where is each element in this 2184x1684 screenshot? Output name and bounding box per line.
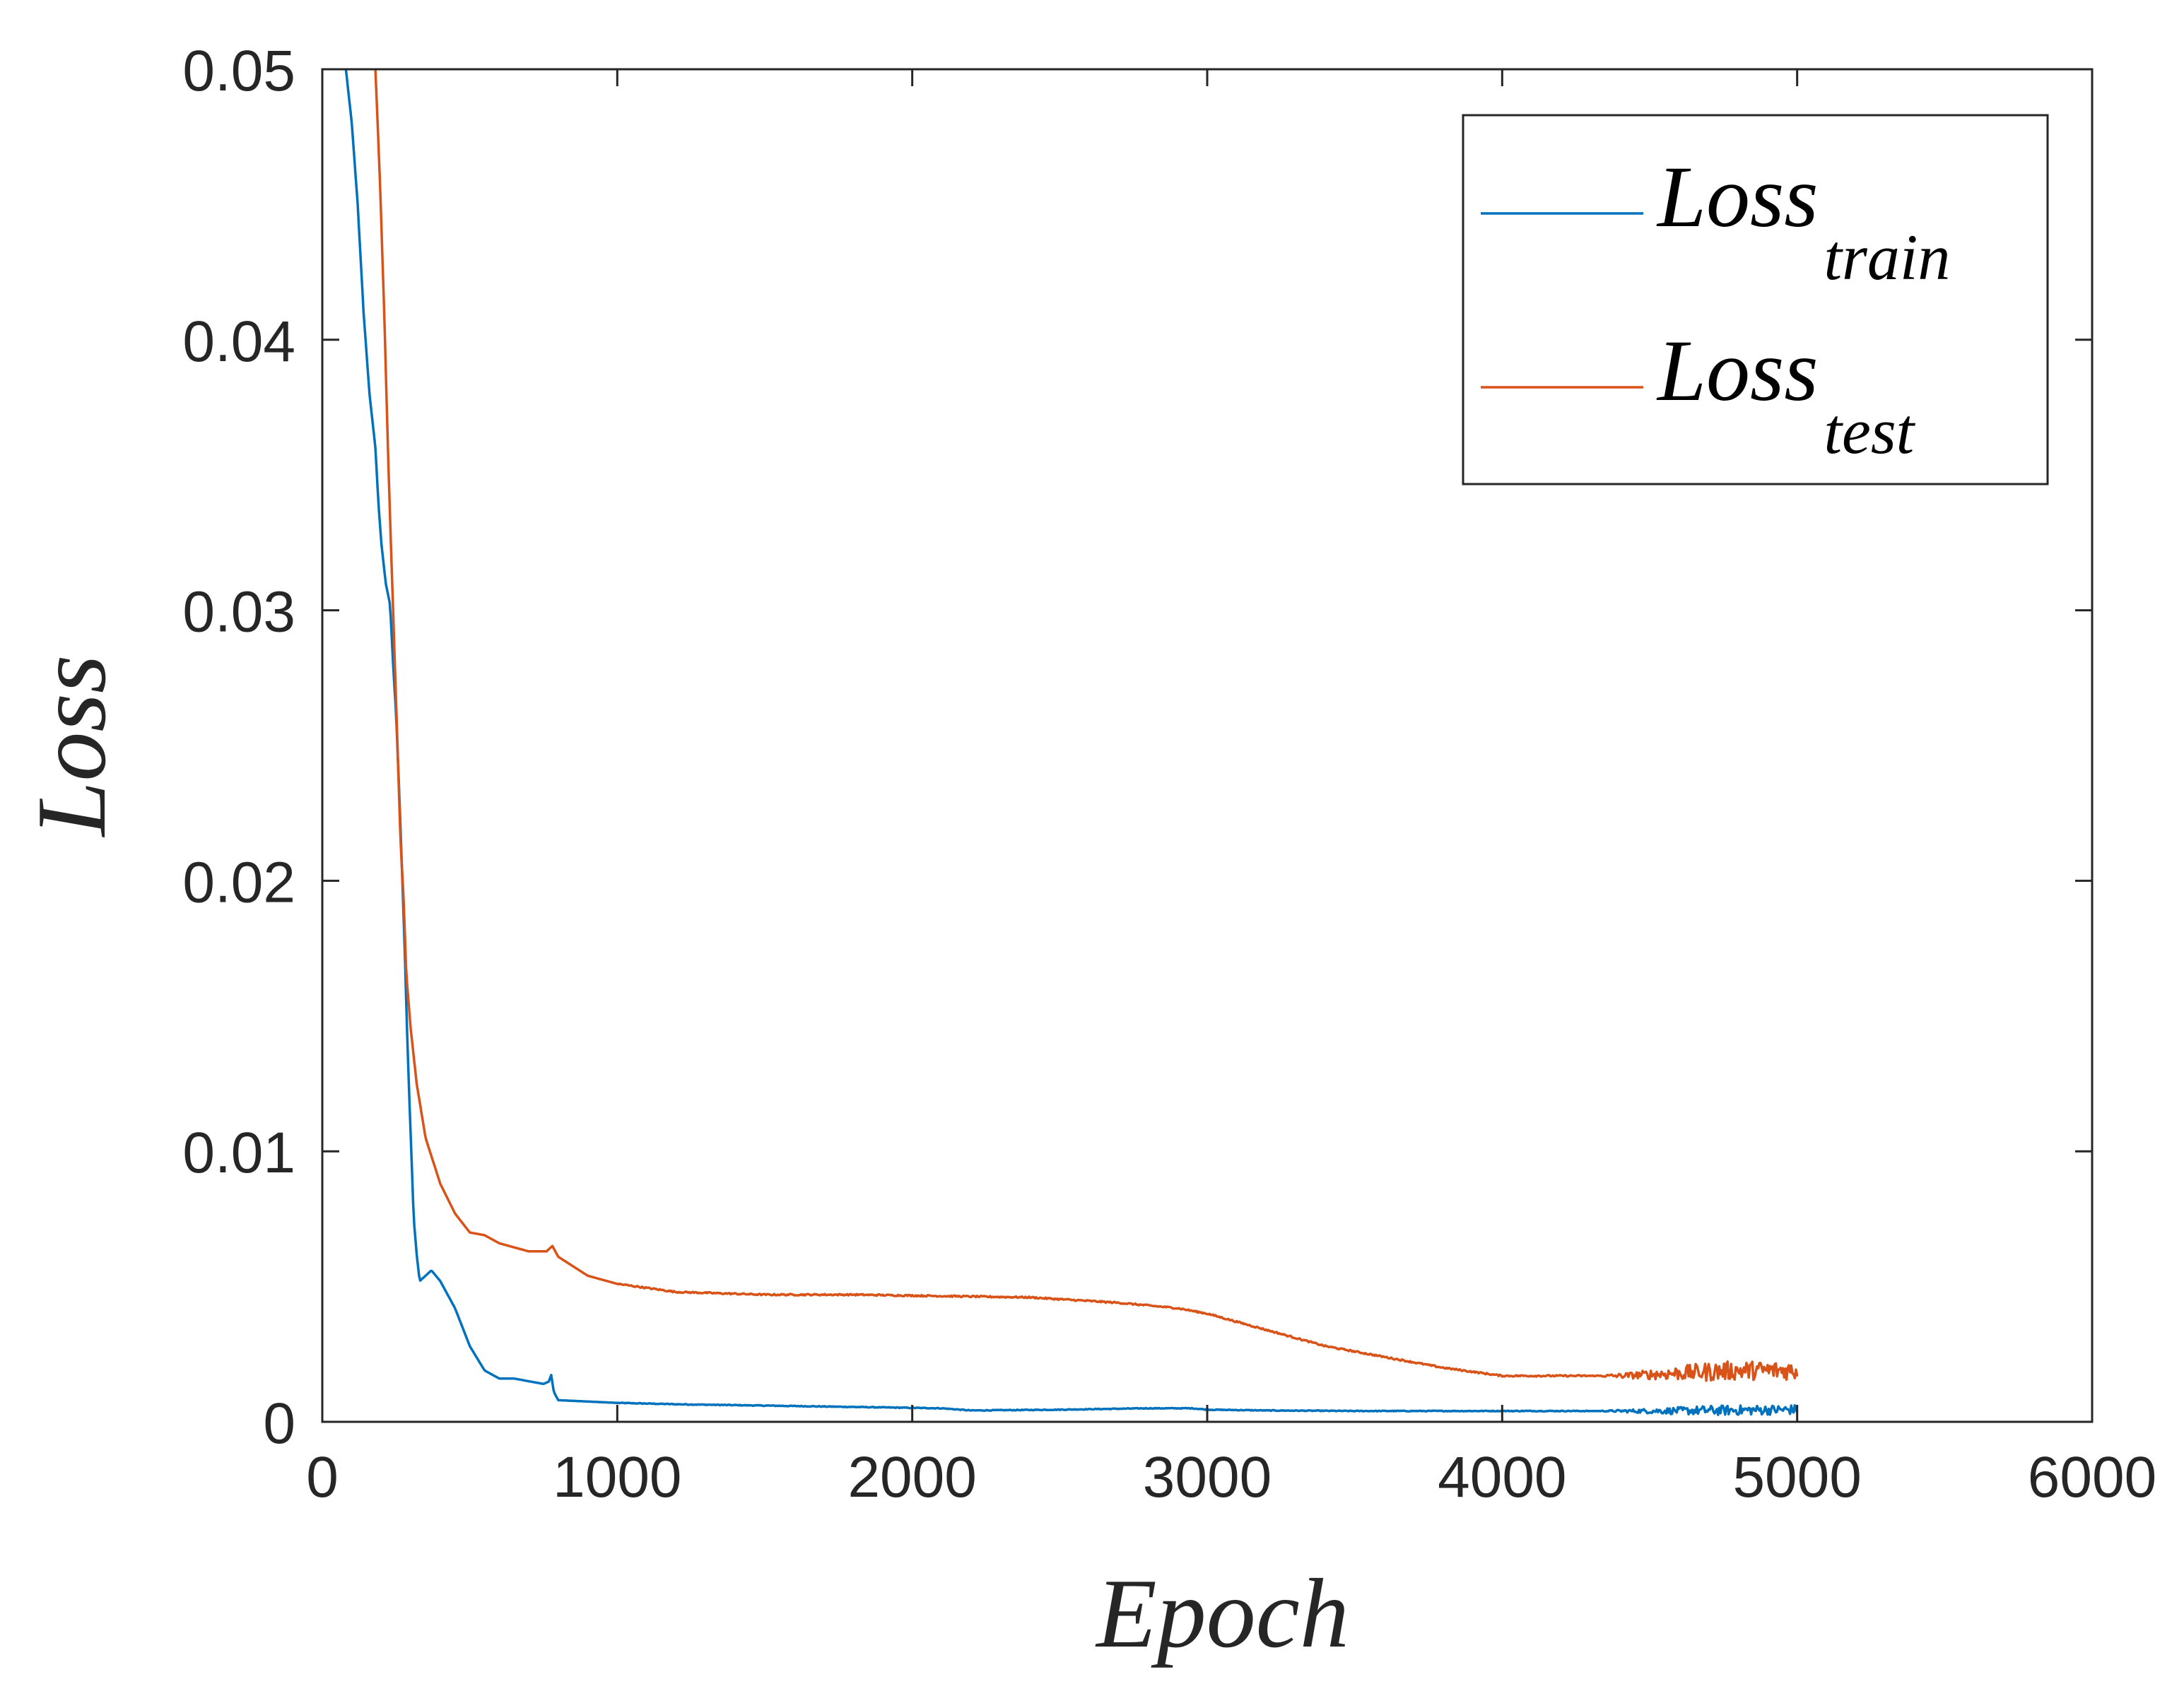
x-tick-label: 1000 bbox=[553, 1445, 681, 1509]
legend-label-train-sub: train bbox=[1824, 221, 1950, 293]
legend-label-test-sub: test bbox=[1824, 395, 1915, 467]
x-tick-label: 4000 bbox=[1438, 1445, 1566, 1509]
series-line-test bbox=[374, 69, 1799, 1382]
series-layer bbox=[344, 69, 1799, 1416]
legend-label-test-main: Loss bbox=[1656, 322, 1818, 419]
legend: Losstrain Losstest bbox=[1462, 114, 2049, 485]
x-axis-title: Epoch bbox=[1095, 1559, 1349, 1668]
x-tick-label: 2000 bbox=[847, 1445, 976, 1509]
x-tick-labels: 0 1000 2000 3000 4000 5000 6000 bbox=[306, 1445, 2156, 1509]
x-tick-label: 3000 bbox=[1143, 1445, 1272, 1509]
y-tick-labels: 0 0.01 0.02 0.03 0.04 0.05 bbox=[182, 39, 295, 1456]
x-tick-label: 0 bbox=[306, 1445, 339, 1509]
legend-label-train-main: Loss bbox=[1656, 148, 1818, 245]
y-tick-label: 0.03 bbox=[182, 580, 295, 644]
y-tick-label: 0.04 bbox=[182, 310, 295, 374]
x-tick-label: 5000 bbox=[1732, 1445, 1861, 1509]
series-line-train bbox=[344, 69, 1799, 1416]
y-tick-label: 0.01 bbox=[182, 1121, 295, 1185]
x-tick-label: 6000 bbox=[2028, 1445, 2156, 1509]
ticks-layer bbox=[321, 68, 2094, 1423]
legend-label-train: Losstrain bbox=[1656, 148, 1950, 293]
legend-label-test: Losstest bbox=[1656, 322, 1916, 467]
y-tick-label: 0.02 bbox=[182, 850, 295, 914]
y-tick-label: 0 bbox=[263, 1391, 295, 1456]
y-tick-label: 0.05 bbox=[182, 39, 295, 103]
y-axis-title: Loss bbox=[17, 655, 127, 838]
legend-box bbox=[1462, 114, 2049, 485]
